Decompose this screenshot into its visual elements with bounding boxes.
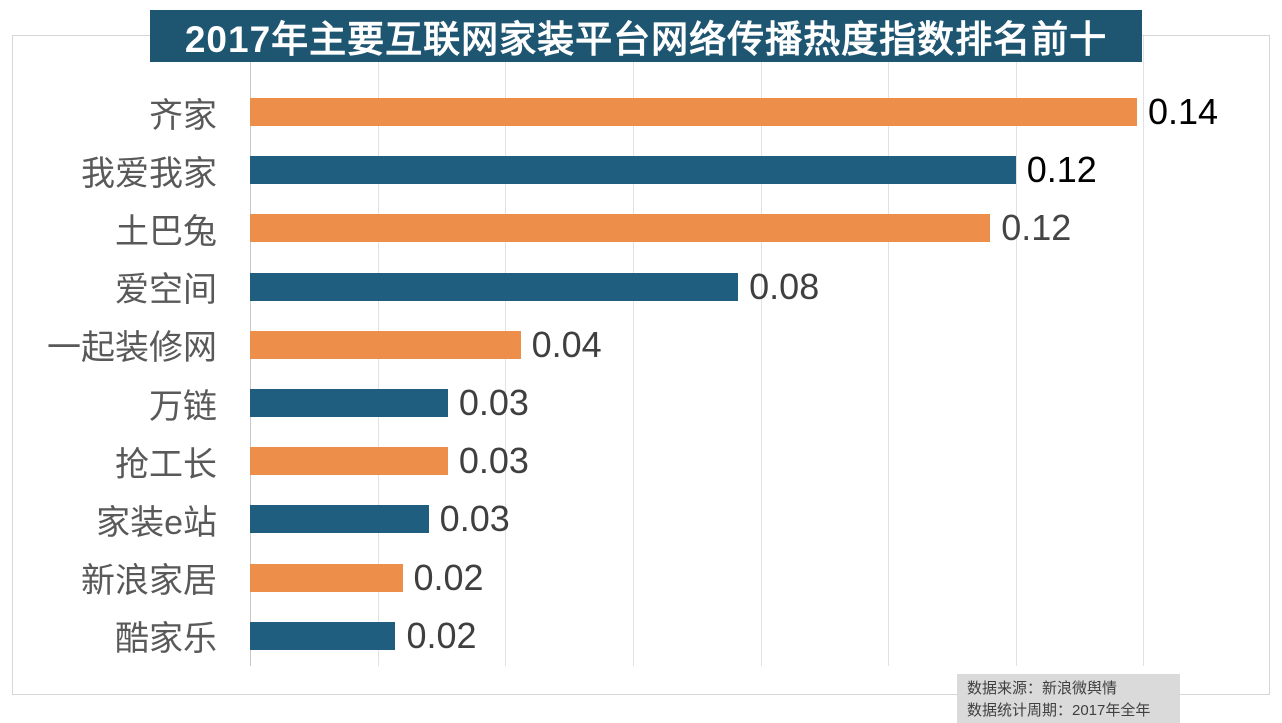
value-label: 0.12: [1001, 207, 1072, 249]
bar-row: 一起装修网 0.04: [0, 316, 1271, 374]
bar: [250, 505, 429, 534]
gridline: [760, 36, 762, 666]
bar-track: 0.12: [250, 199, 1271, 257]
bar-track: 0.02: [250, 607, 1271, 665]
category-label: 爱空间: [115, 271, 217, 310]
chart-frame: [12, 35, 1270, 695]
bar-row: 万链 0.03: [0, 374, 1271, 432]
bar-track: 0.03: [250, 432, 1271, 490]
source-note-line2: 数据统计周期：2017年全年: [967, 702, 1151, 719]
category-label: 一起装修网: [47, 329, 217, 368]
value-label: 0.12: [1026, 149, 1097, 191]
bar-row: 抢工长 0.03: [0, 432, 1271, 490]
chart-title: 2017年主要互联网家装平台网络传播热度指数排名前十: [150, 10, 1142, 62]
bar-track: 0.03: [250, 490, 1271, 548]
bar: [250, 156, 1016, 185]
bar: [250, 621, 396, 650]
category-label: 我爱我家: [81, 154, 217, 193]
category-label: 土巴兔: [115, 212, 217, 251]
bar: [250, 214, 991, 243]
value-label: 0.08: [749, 265, 820, 307]
bar-track: 0.04: [250, 316, 1271, 374]
category-label: 酷家乐: [115, 620, 217, 659]
bar-row: 家装e站 0.03: [0, 490, 1271, 548]
value-label: 0.03: [439, 498, 510, 540]
bar: [250, 447, 448, 476]
category-label: 抢工长: [115, 445, 217, 484]
value-label: 0.03: [458, 382, 529, 424]
bar-rows: 齐家 0.14 我爱我家 0.12 土巴兔 0.12 爱空间 0.08 一起装修网 0.04 万链 0…: [0, 83, 1271, 665]
bar: [250, 98, 1137, 127]
category-label: 新浪家居: [81, 562, 217, 601]
value-label: 0.04: [531, 323, 602, 365]
gridline: [1015, 36, 1017, 666]
bar-row: 酷家乐 0.02: [0, 607, 1271, 665]
bar: [250, 389, 448, 418]
gridline: [1143, 36, 1145, 666]
value-label: 0.02: [406, 614, 477, 656]
source-note: 数据来源：新浪微舆情 数据统计周期：2017年全年: [957, 674, 1180, 723]
gridline: [632, 36, 634, 666]
category-label: 家装e站: [96, 503, 217, 542]
bar-track: 0.02: [250, 549, 1271, 607]
bar-row: 土巴兔 0.12: [0, 199, 1271, 257]
bar-track: 0.12: [250, 141, 1271, 199]
bar-row: 新浪家居 0.02: [0, 549, 1271, 607]
bar-row: 齐家 0.14: [0, 83, 1271, 141]
category-label: 万链: [149, 387, 217, 426]
bar-track: 0.14: [250, 83, 1271, 141]
value-label: 0.14: [1147, 91, 1219, 133]
source-note-line1: 数据来源：新浪微舆情: [967, 680, 1118, 697]
bar: [250, 563, 403, 592]
category-label: 齐家: [149, 96, 217, 135]
value-label: 0.03: [458, 440, 529, 482]
bar: [250, 330, 521, 359]
bar-track: 0.03: [250, 374, 1271, 432]
bar-row: 爱空间 0.08: [0, 258, 1271, 316]
gridline: [888, 36, 890, 666]
bar-track: 0.08: [250, 258, 1271, 316]
value-label: 0.02: [413, 556, 484, 598]
bar-row: 我爱我家 0.12: [0, 141, 1271, 199]
bar: [250, 272, 739, 301]
